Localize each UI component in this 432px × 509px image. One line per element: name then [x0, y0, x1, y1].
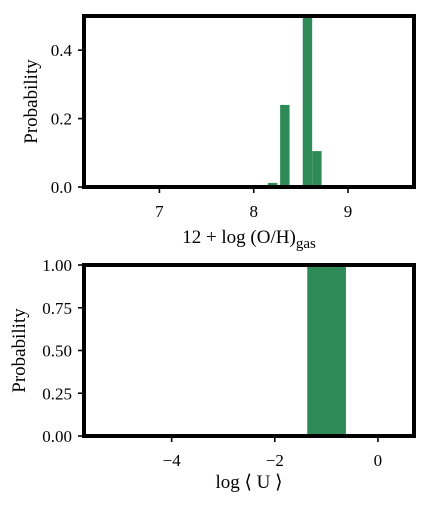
x-axis-label-text: log ⟨ U ⟩	[215, 472, 282, 493]
y-axis-label: Probability	[9, 308, 30, 393]
x-tick-label: −2	[266, 451, 284, 470]
x-axis-label-text: 12 + log (O/H)	[182, 227, 296, 248]
y-axis-label: Probability	[21, 59, 42, 144]
y-tick-label: 0.4	[51, 41, 73, 60]
histogram-bar	[312, 151, 322, 187]
y-tick-label: 0.50	[42, 342, 72, 361]
metallicity-panel: 7 8 9 0.0 0.2 0.4 Probability 12 + log (O/H)gas	[21, 14, 416, 252]
histogram-bar	[302, 16, 313, 187]
x-tick-label: 0	[374, 451, 383, 470]
histogram-bar	[280, 104, 290, 187]
x-tick-label: 9	[344, 202, 353, 221]
y-tick-label: 0.00	[42, 427, 72, 446]
x-tick-label: 7	[155, 202, 164, 221]
axes-frame	[82, 14, 416, 189]
y-tick-label: 0.0	[51, 178, 72, 197]
x-axis-label-subscript: gas	[296, 236, 316, 252]
x-tick-label: 8	[249, 202, 258, 221]
axes-frame	[82, 263, 416, 438]
y-tick-label: 1.00	[42, 256, 72, 275]
y-tick-label: 0.2	[51, 110, 72, 129]
x-tick-label: −4	[163, 451, 182, 470]
ionization-parameter-panel: −4 −2 0 0.00 0.25 0.50 0.75 1.00 Probability log …	[9, 256, 416, 493]
y-tick-label: 0.25	[42, 384, 72, 403]
x-axis-label: log ⟨ U ⟩	[215, 472, 282, 493]
histogram-bar	[307, 265, 346, 436]
histogram-bar	[267, 182, 278, 187]
y-tick-label: 0.75	[42, 299, 72, 318]
x-axis-label: 12 + log (O/H)gas	[182, 227, 316, 252]
